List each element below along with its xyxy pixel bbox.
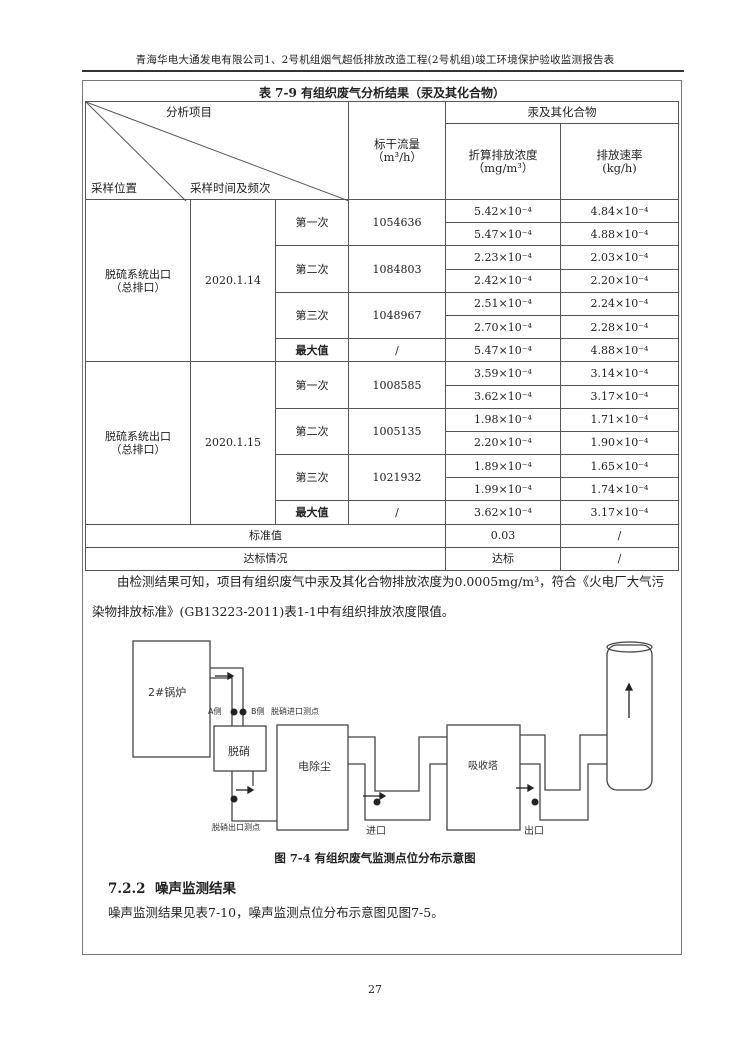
concentration-cell: 1.99×10⁻⁴ [445,477,561,502]
max-flow-cell: / [348,500,446,525]
header-flow: 标干流量 （m³/h） [348,101,446,200]
label-inlet: 进口 [366,825,386,837]
run-label-cell: 第二次 [275,245,349,293]
table-row: 2.42×10⁻⁴ 2.20×10⁻⁴ [86,268,679,293]
run-label-cell: 第二次 [275,407,349,456]
label-denox: 脱硝 [228,744,250,758]
rate-cell: 3.17×10⁻⁴ [560,384,679,409]
rate-cell: 2.28×10⁻⁴ [560,314,679,340]
max-label-cell: 最大值 [275,338,349,363]
results-table: 分析项目 采样位置 采样时间及频次 标干流量 （m³/h） 汞及其化合物 折算排放… [85,101,679,572]
header-rate: 排放速率 (kg/h) [560,123,679,200]
esp-box [276,724,349,831]
label-denox-inlet: 脱硝进口测点 [271,706,319,716]
label-outlet: 出口 [524,824,544,837]
standard-row-rate: / [560,523,679,548]
max-flow-cell: / [348,338,446,363]
compliance-row-concentration: 达标 [445,546,561,572]
max-row: 最大值/5.47×10⁻⁴ 4.88×10⁻⁴ [86,338,679,363]
sampling-location-cell: 脱硫系统出口 （总排口） [85,361,191,525]
header-concentration: 折算排放浓度 （mg/m³） [445,123,561,200]
label-boiler: 2#锅炉 [148,686,186,699]
label-side-a: A侧 [208,706,221,716]
label-side-b: B侧 [251,706,265,716]
header-divider [82,70,684,72]
max-concentration-cell: 3.62×10⁻⁴ [445,500,561,525]
rate-cell: 1.71×10⁻⁴ [560,407,679,432]
standard-row: 标准值 0.03/ [85,523,679,548]
table-caption: 表 7-9 有组织废气分析结果（汞及其化合物） [258,86,506,100]
max-concentration-cell: 5.47×10⁻⁴ [445,338,561,363]
page-frame [82,80,682,955]
run-label-cell: 第一次 [275,361,349,409]
section-heading: 7.2.2 噪声监测结果 [108,881,236,897]
sampling-date-cell: 2020.1.14 [190,198,276,363]
header-analysis-item: 分析项目 [166,105,212,119]
concentration-cell: 1.98×10⁻⁴ [445,407,561,432]
point-a-side [230,708,238,716]
label-denox-outlet: 脱硝出口测点 [212,822,260,832]
noise-paragraph: 噪声监测结果见表7-10，噪声监测点位分布示意图见图7-5。 [108,905,444,920]
table-row: 第二次 1084803 2.23×10⁻⁴ 2.03×10⁻⁴ [86,245,679,293]
header-sampling-location: 采样位置 [91,181,137,195]
run-label-cell: 第一次 [275,198,349,247]
run-label-cell: 第三次 [275,454,349,502]
concentration-cell: 2.20×10⁻⁴ [445,430,561,456]
flow-cell: 1048967 [348,291,446,340]
table-row: 2.20×10⁻⁴ 1.90×10⁻⁴ [86,430,679,456]
rate-cell: 1.90×10⁻⁴ [560,430,679,456]
table-row: 5.47×10⁻⁴ 4.88×10⁻⁴ [86,222,679,247]
figure-caption: 图 7-4 有组织废气监测点位分布示意图 [274,851,476,865]
label-absorber: 吸收塔 [468,759,498,772]
absorber-box [446,724,521,831]
running-header: 青海华电大通发电有限公司1、2号机组烟气超低排放改造工程(2号机组)竣工环境保护… [135,54,615,66]
max-row: 最大值/3.62×10⁻⁴ 3.17×10⁻⁴ [86,500,679,525]
table-row: 3.62×10⁻⁴ 3.17×10⁻⁴ [86,384,679,409]
compliance-row: 达标情况 达标 / [85,546,679,572]
max-rate-cell: 3.17×10⁻⁴ [560,500,679,525]
rate-cell: 4.88×10⁻⁴ [560,222,679,247]
flow-cell: 1008585 [348,361,446,409]
stack [606,644,653,791]
header-sampling-time: 采样时间及频次 [190,181,271,195]
rate-cell: 1.65×10⁻⁴ [560,454,679,479]
point-inlet [373,798,381,806]
denox-box [213,725,267,772]
diagonal-lines [86,102,349,201]
result-paragraph: 由检测结果可知，项目有组织废气中汞及其化合物排放浓度为0.0005mg/m³，符… [92,574,665,619]
concentration-cell: 1.89×10⁻⁴ [445,454,561,479]
page-number: 27 [368,983,382,996]
point-outlet [531,798,539,806]
point-denox-outlet [230,795,238,803]
run-label-cell: 第三次 [275,291,349,340]
table-row: 第二次 1005135 1.98×10⁻⁴ 1.71×10⁻⁴ [86,407,679,456]
rate-cell: 2.20×10⁻⁴ [560,268,679,293]
point-b-side [239,708,247,716]
concentration-cell: 2.42×10⁻⁴ [445,268,561,293]
flow-arrows [215,671,634,801]
label-esp: 电除尘 [298,759,331,773]
boiler-box [132,640,211,758]
sampling-date-cell: 2020.1.15 [190,361,276,525]
concentration-cell: 5.47×10⁻⁴ [445,222,561,247]
diagonal-header-cell: 分析项目 采样位置 采样时间及频次 [85,101,349,201]
rate-cell: 4.84×10⁻⁴ [560,198,679,224]
compliance-row-label: 达标情况 [85,546,446,572]
table-row: 脱硫系统出口 （总排口） 2020.1.14 第一次 1054636 5.42×10⁻⁴ 4… [85,198,679,363]
compliance-row-rate: / [560,546,679,572]
concentration-cell: 3.62×10⁻⁴ [445,384,561,409]
flow-cell: 1005135 [348,407,446,456]
table-row: 脱硫系统出口 （总排口） 2020.1.15 第一次 1008585 3.59×10⁻⁴ 3… [85,361,679,525]
